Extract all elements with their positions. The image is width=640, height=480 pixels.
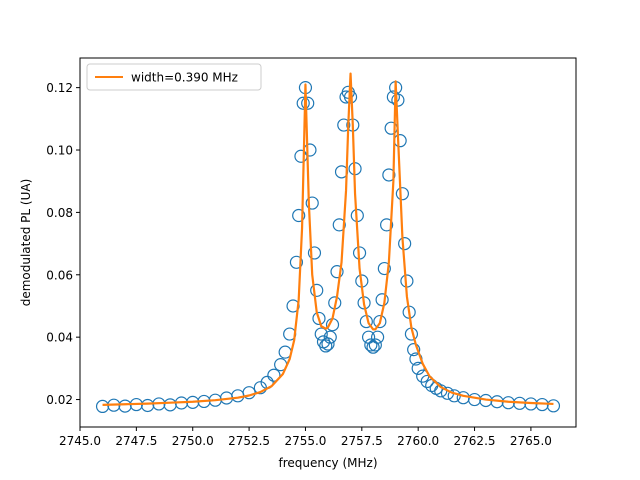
data-point: [382, 168, 396, 182]
data-point: [456, 391, 470, 405]
data-point: [364, 338, 378, 352]
x-tick-label: 2765.0: [510, 434, 552, 448]
x-tick-label: 2760.0: [397, 434, 439, 448]
data-point: [393, 134, 407, 148]
x-tick-label: 2752.5: [228, 434, 270, 448]
data-point: [314, 327, 328, 341]
x-tick-label: 2755.0: [284, 434, 326, 448]
data-point: [292, 208, 306, 223]
data-point: [332, 218, 346, 232]
data-point: [375, 293, 389, 307]
data-point: [303, 143, 317, 157]
data-point: [395, 187, 409, 201]
y-tick-label: 0.12: [46, 81, 73, 95]
y-tick-label: 0.04: [46, 331, 73, 345]
y-axis-label: demodulated PL (UA): [19, 179, 33, 307]
x-tick-label: 2745.0: [59, 434, 101, 448]
data-point: [305, 196, 319, 210]
data-point: [420, 374, 434, 389]
y-tick-label: 0.08: [46, 206, 73, 220]
data-point: [118, 399, 132, 413]
legend: width=0.390 MHz: [86, 63, 262, 91]
y-tick-label: 0.02: [46, 393, 73, 407]
x-tick-label: 2762.5: [454, 434, 496, 448]
data-point: [319, 339, 333, 353]
data-point: [391, 93, 405, 107]
data-point: [386, 90, 400, 104]
data-point: [95, 399, 110, 414]
data-point: [294, 149, 308, 163]
data-point: [321, 337, 335, 351]
data-point: [323, 330, 337, 344]
y-tick-label: 0.10: [46, 144, 73, 158]
data-point: [312, 311, 326, 326]
data-point: [310, 283, 324, 297]
axis-ticks: 2745.0 2747.5 2750.0 2752.5 2755.0 2757.5 2760…: [46, 81, 552, 448]
x-axis-label: frequency (MHz): [278, 456, 377, 470]
data-point: [371, 330, 385, 344]
plot-area-frame: [79, 57, 577, 428]
data-point: [377, 261, 391, 276]
x-tick-label: 2747.5: [115, 434, 157, 448]
data-point: [301, 96, 315, 110]
data-point: [380, 218, 394, 232]
data-point: [398, 236, 412, 251]
data-point: [546, 399, 561, 413]
fit-line: [102, 72, 554, 406]
x-tick-label: 2750.0: [172, 434, 214, 448]
legend-box: [86, 63, 262, 91]
data-point: [407, 343, 421, 357]
data-point: [289, 255, 304, 269]
data-point: [373, 314, 387, 329]
data-point: [307, 246, 322, 260]
data-point: [141, 398, 155, 413]
data-point: [337, 118, 351, 132]
data-point: [267, 368, 281, 382]
data-point: [368, 338, 382, 352]
y-tick-label: 0.06: [46, 268, 73, 282]
legend-entry-label: width=0.390 MHz: [131, 71, 238, 85]
x-tick-label: 2757.5: [341, 434, 383, 448]
data-point: [330, 265, 344, 279]
data-point: [163, 398, 177, 412]
data-layer: [95, 72, 561, 414]
data-point: [467, 392, 482, 407]
data-point: [296, 96, 310, 110]
